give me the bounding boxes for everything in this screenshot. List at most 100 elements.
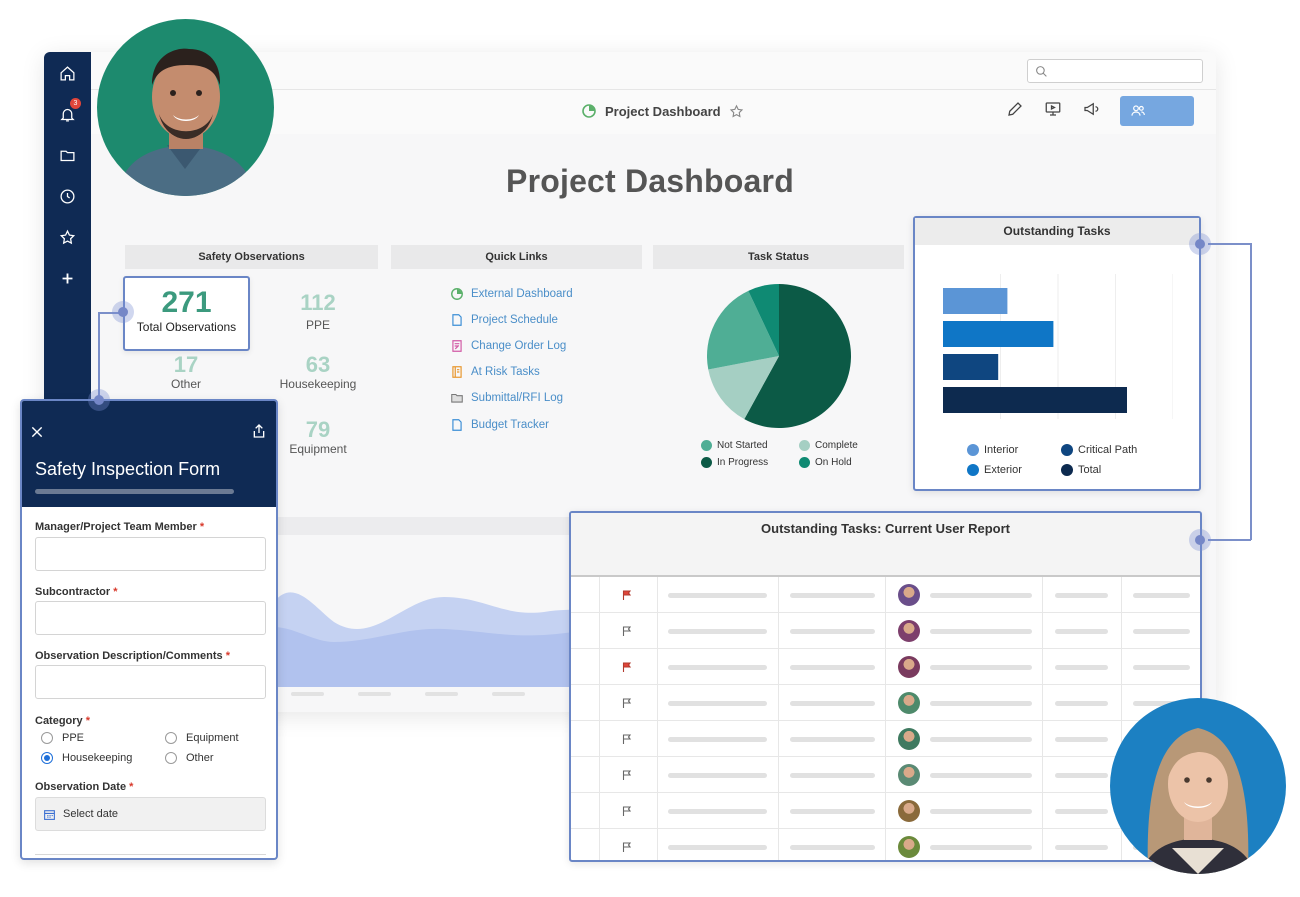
table-row[interactable]: [571, 829, 1200, 860]
outstanding-tasks-heading: Outstanding Tasks: [915, 218, 1199, 245]
notification-badge: 3: [70, 98, 81, 109]
cell-placeholder: [930, 809, 1032, 814]
description-field[interactable]: [35, 665, 266, 699]
present-screen-icon[interactable]: [1044, 100, 1062, 123]
housekeeping-label: Housekeeping: [279, 377, 357, 391]
cell-placeholder: [930, 701, 1032, 706]
flag-icon[interactable]: [621, 589, 633, 601]
notebook-icon: [452, 366, 462, 378]
table-row[interactable]: [571, 613, 1200, 649]
close-icon[interactable]: [30, 425, 44, 439]
quick-link-change-order-log[interactable]: Change Order Log: [450, 339, 566, 353]
description-field-label: Observation Description/Comments *: [35, 650, 230, 662]
flag-icon[interactable]: [621, 805, 633, 817]
cell-placeholder: [668, 593, 767, 598]
legend-total: Total: [1061, 464, 1101, 476]
cell-placeholder: [790, 773, 875, 778]
bar-total: [943, 387, 1127, 413]
dashboard-title-row: Project Dashboard: [581, 103, 744, 119]
bell-icon[interactable]: 3: [55, 98, 81, 126]
search-input[interactable]: [1027, 59, 1203, 83]
manager-field-label: Manager/Project Team Member *: [35, 521, 205, 533]
top-bar: [91, 52, 1216, 90]
table-row[interactable]: [571, 685, 1200, 721]
folder-icon[interactable]: [55, 143, 79, 167]
date-field-label: Observation Date *: [35, 781, 134, 793]
select-date-label: Select date: [63, 808, 119, 820]
cell-placeholder: [1133, 593, 1190, 598]
toolbar: Project Dashboard: [91, 90, 1216, 134]
category-field-label: Category *: [35, 715, 91, 727]
safety-inspection-form: Safety Inspection Form Manager/Project T…: [20, 399, 278, 860]
total-observations-label: Total Observations: [136, 320, 237, 334]
avatar: [898, 656, 920, 678]
table-row[interactable]: [571, 649, 1200, 685]
flag-icon[interactable]: [621, 697, 633, 709]
category-radio-ppe[interactable]: PPE: [41, 732, 84, 744]
quick-links-heading: Quick Links: [391, 245, 642, 269]
subcontractor-field[interactable]: [35, 601, 266, 635]
cell-placeholder: [790, 665, 875, 670]
favorite-star-icon[interactable]: [729, 104, 744, 119]
flag-icon[interactable]: [621, 661, 633, 673]
quick-link-at-risk-tasks[interactable]: At Risk Tasks: [450, 365, 540, 379]
table-row[interactable]: [571, 577, 1200, 613]
table-row[interactable]: [571, 757, 1200, 793]
total-observations-card[interactable]: 271 Total Observations: [123, 276, 250, 351]
avatar: [898, 764, 920, 786]
quick-link-budget-tracker[interactable]: Budget Tracker: [450, 418, 549, 432]
task-status-pie-chart: [707, 284, 851, 428]
housekeeping-count: 63: [305, 352, 331, 377]
share-users-button[interactable]: [1120, 96, 1194, 126]
quick-link-submittal-rfi-log[interactable]: Submittal/RFI Log: [450, 391, 563, 405]
manager-field[interactable]: [35, 537, 266, 571]
cell-placeholder: [930, 845, 1032, 850]
table-row[interactable]: [571, 721, 1200, 757]
legend-on-hold: On Hold: [799, 457, 852, 468]
outstanding-tasks-card[interactable]: Outstanding Tasks Interior Critical Path…: [913, 216, 1201, 491]
share-icon[interactable]: [251, 423, 267, 439]
megaphone-icon[interactable]: [1082, 100, 1100, 123]
table-row[interactable]: [571, 793, 1200, 829]
total-observations-value: 271: [161, 286, 212, 319]
legend-not-started: Not Started: [701, 440, 768, 451]
cell-placeholder: [1055, 629, 1108, 634]
flag-icon[interactable]: [621, 769, 633, 781]
cell-placeholder: [668, 737, 767, 742]
quick-link-external-dashboard[interactable]: External Dashboard: [450, 287, 573, 301]
category-radio-other[interactable]: Other: [165, 752, 214, 764]
cell-placeholder: [930, 629, 1032, 634]
cell-placeholder: [1055, 593, 1108, 598]
clock-icon[interactable]: [55, 184, 79, 208]
legend-in-progress: In Progress: [701, 457, 768, 468]
home-icon[interactable]: [55, 61, 79, 85]
toolbar-title: Project Dashboard: [605, 103, 721, 119]
category-radio-equipment[interactable]: Equipment: [165, 732, 239, 744]
legend-complete: Complete: [799, 440, 858, 451]
flag-icon[interactable]: [621, 625, 633, 637]
select-date-button[interactable]: Select date: [35, 797, 266, 831]
pie-slice-in-progress: [744, 284, 851, 428]
category-radio-housekeeping[interactable]: Housekeeping: [41, 752, 132, 764]
edit-doc-icon: [452, 340, 462, 352]
connector-node: [1189, 529, 1211, 551]
man-portrait-photo: [97, 19, 274, 196]
equipment-count: 79: [305, 417, 331, 442]
quick-link-label: External Dashboard: [471, 288, 573, 300]
star-icon[interactable]: [55, 225, 79, 249]
flag-icon[interactable]: [621, 733, 633, 745]
other-label: Other: [170, 377, 201, 391]
edit-pencil-icon[interactable]: [1006, 100, 1024, 123]
quick-link-project-schedule[interactable]: Project Schedule: [450, 313, 558, 327]
plus-icon[interactable]: [55, 266, 79, 290]
cell-placeholder: [1055, 701, 1108, 706]
document-icon: [452, 419, 462, 431]
quick-link-label: Project Schedule: [471, 314, 558, 326]
current-user-report-card[interactable]: Outstanding Tasks: Current User Report: [569, 511, 1202, 862]
flag-icon[interactable]: [621, 841, 633, 853]
legend-interior: Interior: [967, 444, 1018, 456]
avatar: [898, 728, 920, 750]
legend-exterior: Exterior: [967, 464, 1022, 476]
cell-placeholder: [790, 845, 875, 850]
cell-placeholder: [1055, 809, 1108, 814]
